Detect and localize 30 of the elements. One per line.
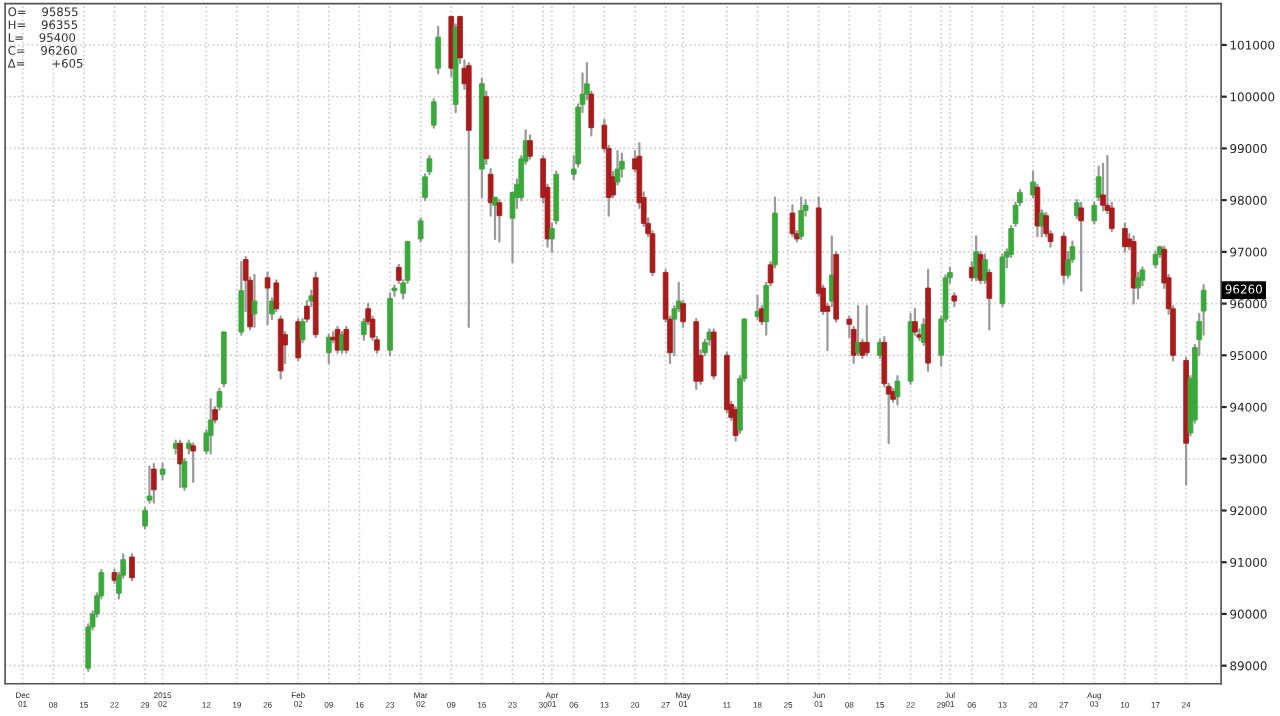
candlestick <box>1060 232 1067 285</box>
candlestick <box>754 294 761 321</box>
candlestick <box>894 374 901 406</box>
candlestick <box>1078 201 1084 292</box>
candlestick <box>129 553 135 582</box>
candlestick <box>1091 201 1098 225</box>
candlestick <box>430 98 437 129</box>
candlestick <box>325 333 332 365</box>
candlestick <box>999 253 1006 308</box>
candlestick <box>527 134 533 160</box>
candlestick <box>177 439 183 489</box>
candlestick <box>798 196 805 241</box>
candlestick <box>1130 235 1137 305</box>
candlestick <box>789 204 796 238</box>
candlestick <box>142 506 148 530</box>
candlestick <box>863 305 870 357</box>
candlestick <box>207 398 214 455</box>
candlestick <box>619 152 625 178</box>
candlestick <box>146 465 153 504</box>
candlestick <box>251 274 258 328</box>
candlestick <box>151 462 157 504</box>
candlestick <box>273 279 280 313</box>
candlestick <box>1122 222 1128 253</box>
candlestick <box>238 261 245 336</box>
candlestick <box>190 442 197 484</box>
candlestick <box>1100 162 1106 212</box>
candlestick <box>496 199 503 243</box>
candlestick <box>435 25 441 75</box>
candlestick <box>264 271 271 326</box>
candlestick <box>417 217 424 243</box>
